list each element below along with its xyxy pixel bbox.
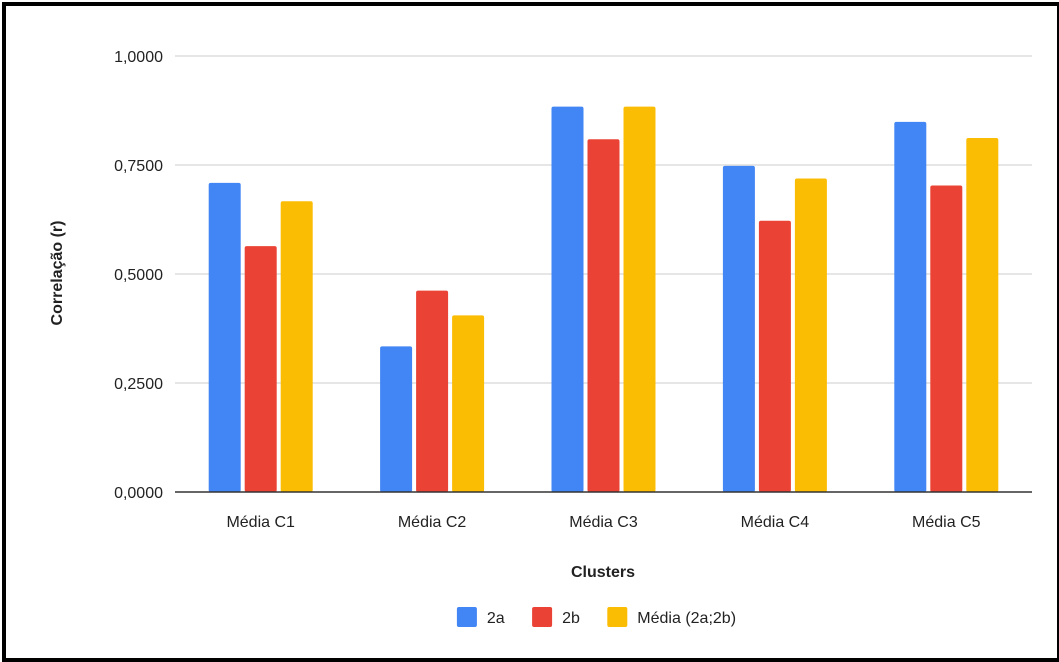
legend-label: Média (2a;2b) [637,610,736,627]
x-tick-label: Média C3 [569,514,638,531]
x-tick-label: Média C5 [912,514,981,531]
legend-item: 2b [532,607,580,627]
bar-3-cat-2 [452,315,485,492]
x-axis-ticks: Média C1 Média C2 Média C3 Média C4 Média C5 [226,514,980,531]
bar-1-cat-4 [722,165,755,492]
bar-1-cat-3 [551,106,584,493]
bar-2-cat-5 [930,185,963,492]
bar-2-cat-2 [416,290,449,492]
legend-swatch [607,607,628,627]
y-axis-ticks: 0,0000 0,2500 0,5000 0,7500 1,0000 [114,49,163,502]
legend: 2a 2b Média (2a;2b) [456,607,736,627]
y-tick-label: 1,0000 [114,49,163,66]
y-tick-label: 0,7500 [114,158,163,175]
bar-3-cat-3 [623,106,656,493]
legend-swatch [532,607,553,627]
y-tick-label: 0,2500 [114,376,163,393]
bar-3-cat-1 [280,201,313,493]
bar-2-cat-3 [587,139,620,492]
x-tick-label: Média C2 [398,514,467,531]
x-axis-title: Clusters [571,564,635,581]
bar-1-cat-5 [894,121,927,492]
y-tick-label: 0,5000 [114,267,163,284]
y-tick-label: 0,0000 [114,485,163,502]
x-tick-label: Média C4 [741,514,810,531]
bar-3-cat-5 [966,137,999,492]
legend-item: 2a [456,607,505,627]
legend-label: 2b [562,610,580,627]
bar-2-cat-4 [758,220,791,493]
bars [208,106,999,493]
bar-1-cat-1 [208,182,241,492]
y-axis-title: Correlação (r) [49,221,66,326]
bar-2-cat-1 [244,246,277,492]
legend-item: Média (2a;2b) [607,607,736,627]
legend-label: 2a [487,610,505,627]
bar-3-cat-4 [794,178,827,493]
bar-1-cat-2 [380,346,413,492]
legend-swatch [456,607,477,627]
x-tick-label: Média C1 [226,514,295,531]
